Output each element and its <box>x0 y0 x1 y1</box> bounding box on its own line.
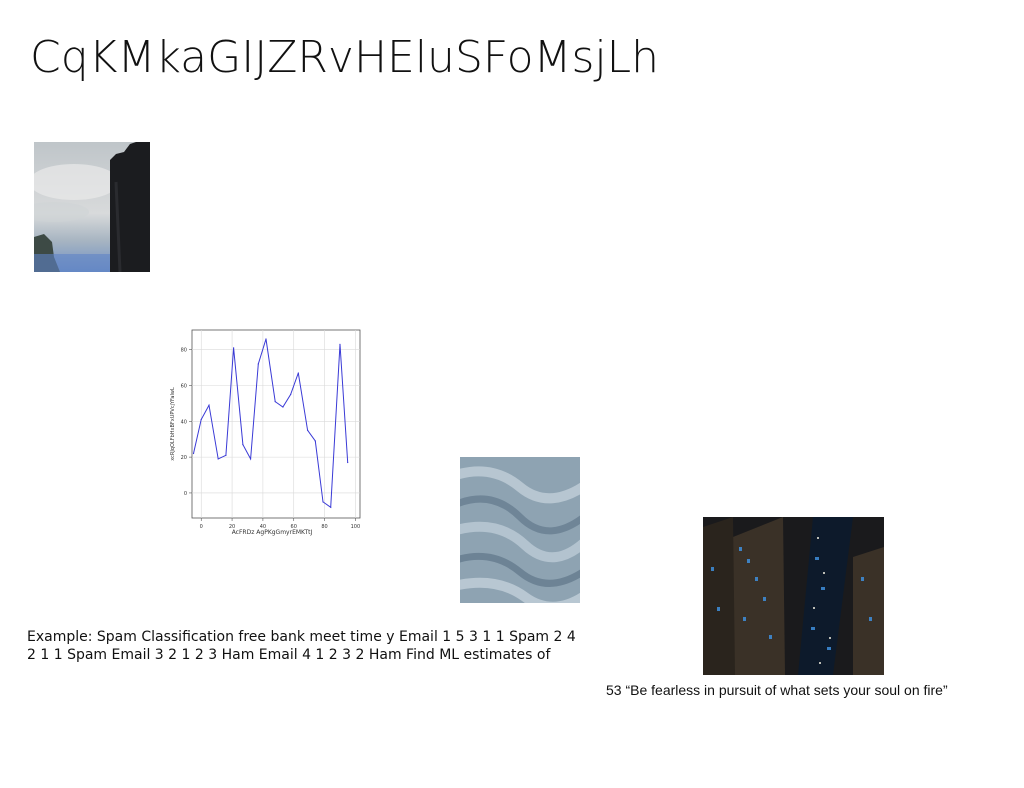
body-paragraph: Example: Spam Classification free bank m… <box>27 629 576 663</box>
data-point <box>257 363 259 365</box>
data-point <box>192 452 195 455</box>
x-tick-label: 100 <box>351 524 361 530</box>
y-tick-label: 0 <box>184 491 187 497</box>
data-point <box>339 343 341 345</box>
line-chart: 0 20 40 60 80 0 20 40 60 80 100 AcFRDz AgPKgGmyrE… <box>170 329 361 536</box>
data-point <box>200 418 202 421</box>
x-tick-label: 20 <box>229 524 235 530</box>
data-point <box>208 404 210 406</box>
data-point <box>282 406 284 408</box>
x-tick-label: 0 <box>200 524 203 530</box>
y-tick-label: 60 <box>181 384 187 390</box>
x-tick-label: 40 <box>260 524 266 530</box>
x-tick-label: 80 <box>321 524 327 530</box>
x-axis-label: AcFRDz AgPKgGmyrEMKTtJ <box>232 529 313 536</box>
data-point <box>274 401 276 403</box>
series-line <box>193 338 349 509</box>
data-point <box>290 393 292 396</box>
data-point <box>297 372 299 374</box>
data-point <box>322 501 324 503</box>
quote-caption: 53 “Be fearless in pursuit of what sets … <box>606 682 948 698</box>
city-night-photo <box>703 517 884 675</box>
slide-title: CqKMkaGIJZRvHEluSFoMsjLh <box>30 32 660 83</box>
data-point <box>225 454 227 456</box>
y-tick-label: 20 <box>181 455 187 461</box>
x-tick-label: 60 <box>291 524 297 530</box>
data-point <box>347 461 349 464</box>
y-axis-label: xcRJqOLFbHxBFxUPVcjYFalwL <box>170 387 176 461</box>
data-point <box>217 458 219 460</box>
data-point <box>242 443 244 446</box>
y-tick-label: 80 <box>181 348 187 354</box>
data-point <box>249 458 252 460</box>
coastal-cliff-photo <box>34 142 150 272</box>
data-point <box>306 429 309 431</box>
plot-area <box>191 329 361 519</box>
data-point <box>330 506 332 508</box>
sand-dunes-photo <box>460 457 580 603</box>
y-tick-label: 40 <box>181 419 187 425</box>
data-point <box>314 440 316 442</box>
data-point <box>265 338 267 340</box>
data-point <box>233 347 235 349</box>
